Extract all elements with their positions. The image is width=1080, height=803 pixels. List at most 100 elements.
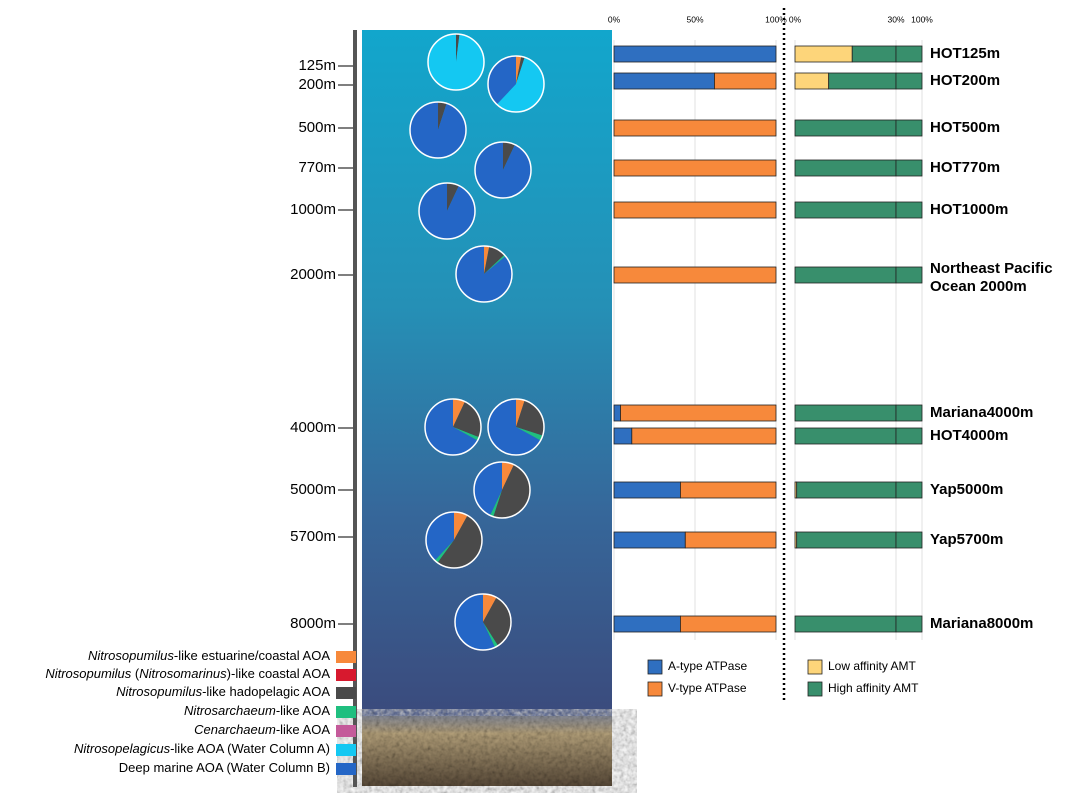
pie bbox=[474, 141, 532, 199]
pie-outline bbox=[424, 398, 482, 456]
legend-swatch bbox=[336, 763, 356, 775]
legend-label: Cenarchaeum-like AOA bbox=[194, 722, 330, 737]
bar bbox=[613, 201, 777, 219]
pie-slice bbox=[483, 594, 497, 622]
bar bbox=[895, 119, 923, 137]
bar bbox=[613, 119, 777, 137]
bar bbox=[613, 531, 686, 549]
sample-label: HOT1000m bbox=[930, 201, 1009, 218]
sample-label: Yap5700m bbox=[930, 531, 1004, 548]
legend-label-part: Deep marine AOA (Water Column B) bbox=[119, 760, 330, 775]
bar bbox=[684, 531, 777, 549]
bar bbox=[794, 427, 897, 445]
legend-label: High affinity AMT bbox=[828, 681, 919, 695]
bar bbox=[895, 531, 923, 549]
legend-label: A-type ATPase bbox=[668, 659, 747, 673]
bar bbox=[680, 481, 777, 499]
bar bbox=[851, 45, 897, 63]
pie-slice bbox=[484, 254, 506, 274]
pie-outline bbox=[487, 398, 545, 456]
pie-slice bbox=[456, 246, 513, 303]
x-tick-label: 30% bbox=[887, 14, 904, 24]
legend-label: Nitrosopelagicus-like AOA (Water Column … bbox=[74, 741, 330, 756]
pie-slice bbox=[428, 34, 485, 90]
legend-label-part: -like AOA (Water Column A) bbox=[170, 741, 330, 756]
x-tick-label: 0% bbox=[608, 14, 621, 24]
pie-slice bbox=[484, 246, 490, 274]
legend-swatch bbox=[647, 659, 663, 675]
pie-slice bbox=[455, 594, 495, 651]
pie-slice bbox=[453, 399, 465, 427]
pie-outline bbox=[487, 55, 545, 113]
pie-slice bbox=[516, 56, 525, 84]
bar bbox=[794, 615, 897, 633]
depth-label: 1000m bbox=[290, 201, 336, 218]
legend-swatch bbox=[807, 659, 823, 675]
legend-label-part: -like estuarine/coastal AOA bbox=[174, 648, 330, 663]
sample-label: HOT125m bbox=[930, 45, 1001, 62]
pie-slice bbox=[493, 464, 530, 518]
bar bbox=[895, 615, 923, 633]
legend-label: Deep marine AOA (Water Column B) bbox=[119, 760, 330, 775]
x-tick-label: 100% bbox=[911, 14, 933, 24]
pie-slice bbox=[453, 401, 481, 438]
pie-slice bbox=[447, 183, 459, 211]
bar bbox=[895, 45, 923, 63]
pie-slice bbox=[425, 512, 454, 561]
bar bbox=[895, 427, 923, 445]
legend-swatch bbox=[336, 651, 356, 663]
pie-outline bbox=[427, 33, 485, 91]
legend-label: Nitrosopumilus (Nitrosomarinus)-like coa… bbox=[45, 666, 330, 681]
bar bbox=[828, 72, 897, 90]
pie-slice bbox=[437, 515, 482, 568]
pie-outline bbox=[409, 101, 467, 159]
bar bbox=[613, 481, 681, 499]
pie-slice bbox=[410, 102, 467, 158]
legend-label: Nitrosopumilus-like hadopelagic AOA bbox=[116, 684, 330, 699]
pie-slice bbox=[475, 142, 532, 199]
bar bbox=[680, 615, 777, 633]
sample-label: Yap5000m bbox=[930, 481, 1004, 498]
bar bbox=[794, 72, 830, 90]
legend-label-part: Cenarchaeum bbox=[194, 722, 276, 737]
depth-label: 5000m bbox=[290, 481, 336, 498]
bar bbox=[613, 72, 715, 90]
legend-label: Nitrosopumilus-like estuarine/coastal AO… bbox=[88, 648, 330, 663]
legend-label-part: -like AOA bbox=[276, 722, 331, 737]
pie bbox=[425, 511, 483, 569]
pie-slice bbox=[488, 399, 541, 456]
legend-swatch bbox=[336, 669, 356, 681]
bar bbox=[613, 45, 777, 63]
x-tick-label: 0% bbox=[789, 14, 802, 24]
pie bbox=[487, 55, 545, 113]
pie-slice bbox=[490, 490, 502, 517]
legend-swatch bbox=[647, 681, 663, 697]
depth-label: 2000m bbox=[290, 266, 336, 283]
x-tick-label: 50% bbox=[686, 14, 703, 24]
bar bbox=[895, 159, 923, 177]
bar bbox=[794, 119, 897, 137]
pie-slice bbox=[503, 142, 515, 170]
legend-label-part: -like hadopelagic AOA bbox=[202, 684, 330, 699]
bar bbox=[895, 72, 923, 90]
legend-label: Nitrosarchaeum-like AOA bbox=[184, 703, 330, 718]
pie-slice bbox=[516, 427, 543, 441]
pie-outline bbox=[454, 593, 512, 651]
bar bbox=[895, 266, 923, 284]
pie-outline bbox=[455, 245, 513, 303]
depth-label: 770m bbox=[298, 159, 336, 176]
bar bbox=[794, 159, 897, 177]
sediment bbox=[362, 716, 612, 786]
bar bbox=[714, 72, 777, 90]
pie-slice bbox=[483, 622, 499, 648]
pie-slice bbox=[454, 512, 468, 540]
pie-slice bbox=[496, 57, 544, 112]
depth-label: 500m bbox=[298, 119, 336, 136]
legend-label-part: Nitrosopumilus bbox=[88, 648, 174, 663]
pie-outline bbox=[474, 141, 532, 199]
pie bbox=[418, 182, 476, 240]
pie-slice bbox=[502, 462, 514, 490]
bar bbox=[895, 404, 923, 422]
legend-swatch bbox=[336, 706, 356, 718]
